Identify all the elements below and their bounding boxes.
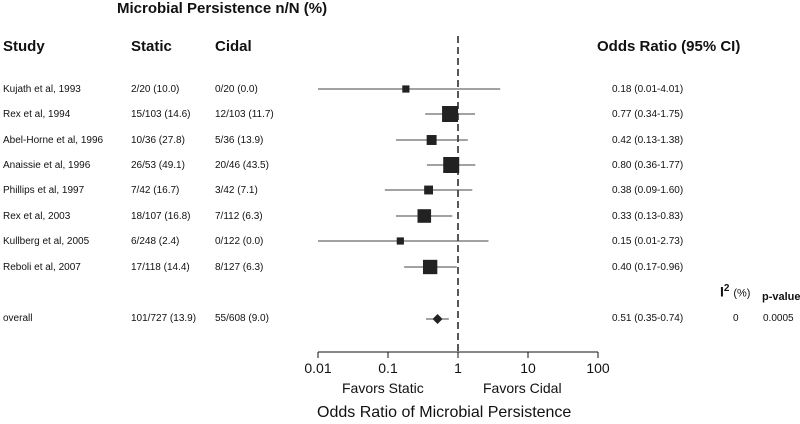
pvalue-value: 0.0005 bbox=[763, 313, 794, 324]
column-header-pvalue: p-value bbox=[762, 291, 800, 303]
i2-superscript: 2 bbox=[723, 283, 730, 294]
x-tick-label: 1 bbox=[454, 360, 462, 376]
study-name: Rex et al, 1994 bbox=[3, 109, 71, 120]
study-name: Kullberg et al, 2005 bbox=[3, 236, 90, 247]
study-name: Rex et al, 2003 bbox=[3, 211, 71, 222]
cidal-value: 5/36 (13.9) bbox=[215, 135, 264, 146]
odds-ratio-value: 0.15 (0.01-2.73) bbox=[612, 236, 684, 247]
point-estimate-square bbox=[424, 185, 434, 195]
static-value: 10/36 (27.8) bbox=[131, 135, 185, 146]
static-value: 7/42 (16.7) bbox=[131, 185, 180, 196]
favors-cidal-label: Favors Cidal bbox=[483, 380, 562, 396]
cidal-value: 7/112 (6.3) bbox=[215, 211, 263, 222]
column-header-study: Study bbox=[3, 38, 45, 55]
point-estimate-square bbox=[426, 135, 437, 145]
overall-diamond bbox=[432, 314, 443, 324]
cidal-value: 0/122 (0.0) bbox=[215, 236, 264, 247]
column-header-static: Static bbox=[131, 38, 172, 55]
point-estimate-square bbox=[402, 85, 410, 93]
x-tick-label: 100 bbox=[586, 360, 610, 376]
static-value: 101/727 (13.9) bbox=[131, 313, 197, 324]
i2-unit: (%) bbox=[733, 287, 751, 300]
study-name: Phillips et al, 1997 bbox=[3, 185, 85, 196]
odds-ratio-value: 0.40 (0.17-0.96) bbox=[612, 262, 684, 273]
cidal-value: 20/46 (43.5) bbox=[215, 160, 269, 171]
point-estimate-square bbox=[417, 209, 432, 223]
static-value: 15/103 (14.6) bbox=[131, 109, 191, 120]
static-value: 6/248 (2.4) bbox=[131, 236, 180, 247]
static-value: 26/53 (49.1) bbox=[131, 160, 185, 171]
study-name: Abel-Horne et al, 1996 bbox=[3, 135, 104, 146]
point-estimate-square bbox=[396, 237, 404, 245]
study-name: Reboli et al, 2007 bbox=[3, 262, 81, 273]
x-axis-title: Odds Ratio of Microbial Persistence bbox=[317, 404, 572, 421]
point-estimate-square bbox=[442, 106, 459, 122]
odds-ratio-value: 0.18 (0.01-4.01) bbox=[612, 84, 684, 95]
cidal-value: 12/103 (11.7) bbox=[215, 109, 274, 120]
study-name: Kujath et al, 1993 bbox=[3, 84, 81, 95]
odds-ratio-value: 0.51 (0.35-0.74) bbox=[612, 313, 684, 324]
study-name: Anaissie et al, 1996 bbox=[3, 160, 91, 171]
cidal-value: 8/127 (6.3) bbox=[215, 262, 264, 273]
x-tick-label: 10 bbox=[520, 360, 536, 376]
cidal-value: 3/42 (7.1) bbox=[215, 185, 258, 196]
point-estimate-square bbox=[443, 157, 460, 173]
column-header-cidal: Cidal bbox=[215, 38, 252, 55]
plot-marks bbox=[318, 36, 501, 352]
point-estimate-square bbox=[422, 259, 438, 275]
favors-static-label: Favors Static bbox=[342, 380, 424, 396]
static-value: 17/118 (14.4) bbox=[131, 262, 190, 273]
cidal-value: 55/608 (9.0) bbox=[215, 313, 269, 324]
odds-ratio-value: 0.77 (0.34-1.75) bbox=[612, 109, 684, 120]
i2-value: 0 bbox=[733, 313, 739, 324]
study-name: overall bbox=[3, 313, 33, 324]
column-header-i2: I2 (%) bbox=[720, 283, 750, 300]
odds-ratio-value: 0.38 (0.09-1.60) bbox=[612, 185, 684, 196]
i2-symbol: I bbox=[720, 283, 724, 300]
x-axis: 0.01 0.1 1 10 100 bbox=[304, 351, 610, 376]
odds-ratio-value: 0.42 (0.13-1.38) bbox=[612, 135, 684, 146]
static-value: 2/20 (10.0) bbox=[131, 84, 180, 95]
odds-ratio-value: 0.33 (0.13-0.83) bbox=[612, 211, 684, 222]
x-tick-label: 0.1 bbox=[378, 360, 398, 376]
static-value: 18/107 (16.8) bbox=[131, 211, 191, 222]
odds-ratio-value: 0.80 (0.36-1.77) bbox=[612, 160, 684, 171]
column-header-odds-ratio: Odds Ratio (95% CI) bbox=[597, 38, 741, 55]
persistence-group-title: Microbial Persistence n/N (%) bbox=[117, 0, 328, 17]
x-tick-label: 0.01 bbox=[304, 360, 331, 376]
cidal-value: 0/20 (0.0) bbox=[215, 84, 258, 95]
